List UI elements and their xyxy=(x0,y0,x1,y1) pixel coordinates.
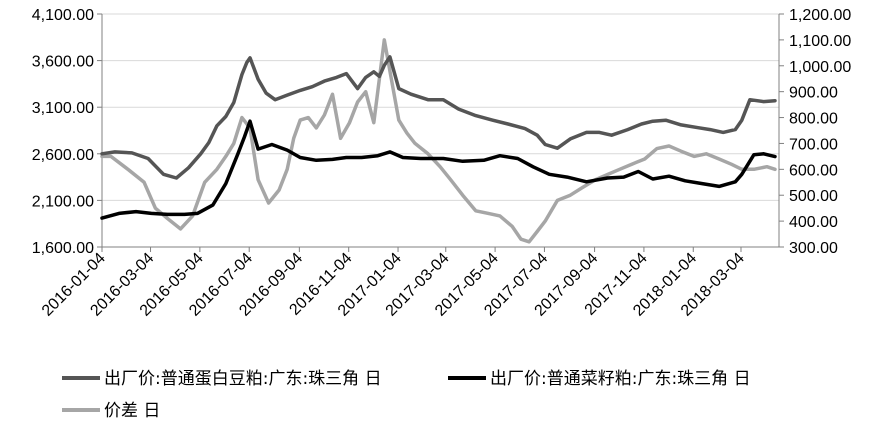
y-left-tick-label: 2,600.00 xyxy=(32,147,94,164)
legend-label-2: 价差 日 xyxy=(104,401,160,421)
y-left-tick-label: 1,600.00 xyxy=(32,240,94,257)
series-lines xyxy=(100,38,777,244)
legend: 出厂价:普通蛋白豆粕:广东:珠三角 日 出厂价:普通菜籽粕:广东:珠三角 日价差 … xyxy=(62,369,751,421)
y-right-tick-label: 1,200.00 xyxy=(789,7,851,24)
y-right-tick-label: 1,100.00 xyxy=(789,33,851,50)
legend-label-1: 出厂价:普通菜籽粕:广东:珠三角 日 xyxy=(490,369,751,389)
y-left-tick-label: 3,600.00 xyxy=(32,54,94,71)
series-line-2 xyxy=(100,38,777,244)
y-left-tick-label: 3,100.00 xyxy=(32,100,94,117)
y-right-tick-label: 500.00 xyxy=(789,188,838,205)
y-right-tick-label: 300.00 xyxy=(789,240,838,257)
y-left-tick-label: 2,100.00 xyxy=(32,193,94,210)
y-right-tick-label: 600.00 xyxy=(789,162,838,179)
y-right-tick-label: 900.00 xyxy=(789,85,838,102)
series-line-1 xyxy=(100,119,777,220)
y-left-tick-label: 4,100.00 xyxy=(32,7,94,24)
y-right-tick-label: 700.00 xyxy=(789,136,838,153)
axes xyxy=(97,13,784,252)
y-right-tick-label: 1,000.00 xyxy=(789,59,851,76)
y-right-tick-label: 800.00 xyxy=(789,111,838,128)
y-right-tick-label: 400.00 xyxy=(789,214,838,231)
legend-label-0: 出厂价:普通蛋白豆粕:广东:珠三角 日 xyxy=(104,369,382,389)
series-line-0 xyxy=(100,55,777,180)
